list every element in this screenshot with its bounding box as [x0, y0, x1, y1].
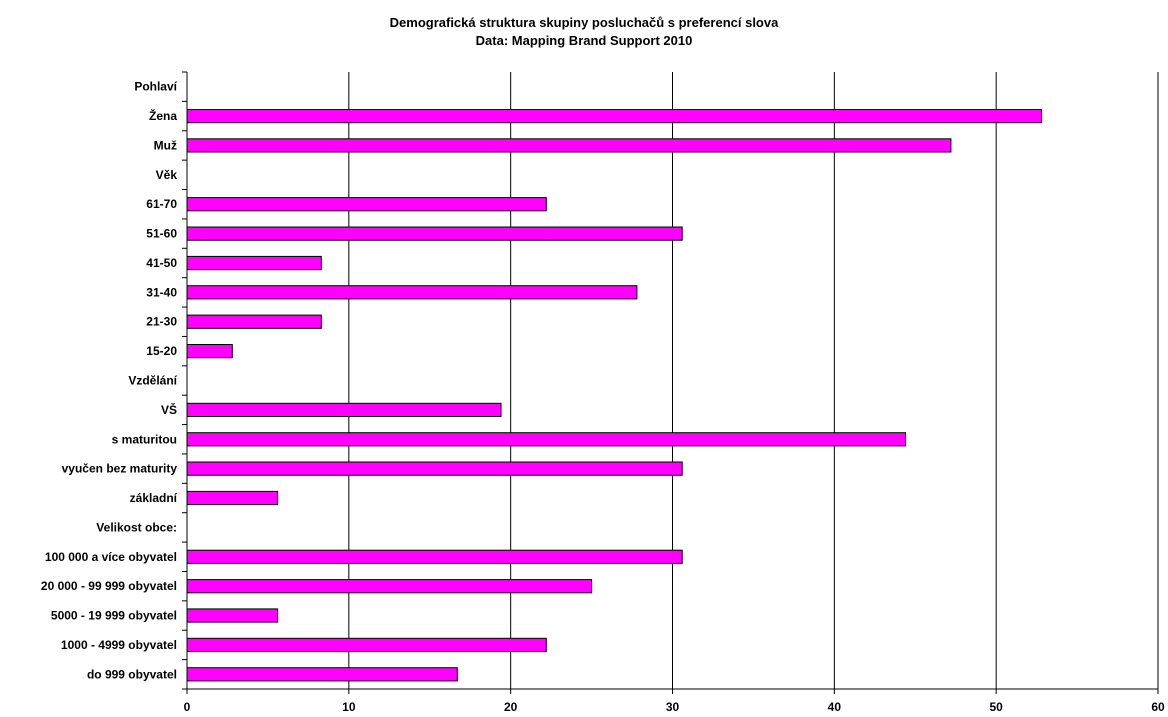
category-label: Velikost obce: [96, 520, 177, 534]
category-labels: Pohlaví Žena Muž Věk 61-70 51-60 41-50 31-40 21-… [41, 80, 178, 682]
category-label: 41-50 [146, 256, 177, 270]
category-label: 1000 - 4999 obyvatel [61, 638, 177, 652]
category-label: 5000 - 19 999 obyvatel [51, 609, 177, 623]
bar [186, 138, 952, 153]
category-label: Muž [154, 138, 177, 152]
x-tick-label: 10 [342, 700, 356, 714]
x-tick-label: 20 [504, 700, 518, 714]
bar [186, 549, 683, 564]
bar [186, 432, 906, 447]
bars [186, 109, 1042, 682]
category-label: 21-30 [146, 315, 177, 329]
chart-subtitle: Data: Mapping Brand Support 2010 [475, 33, 693, 48]
axes [182, 71, 1159, 694]
category-label: základní [130, 491, 178, 505]
bar [186, 314, 322, 329]
bar [186, 608, 279, 623]
category-label: s maturitou [112, 432, 177, 446]
bar [186, 285, 638, 300]
bar [186, 579, 593, 594]
bar [186, 461, 683, 476]
bar [186, 109, 1042, 124]
category-label: 15-20 [146, 344, 177, 358]
category-label: 100 000 a více obyvatel [45, 550, 177, 564]
category-label: VŠ [161, 402, 177, 417]
x-tick-label: 40 [828, 700, 842, 714]
gridlines [348, 72, 1159, 689]
x-tick-label: 50 [989, 700, 1003, 714]
bar [186, 226, 683, 241]
category-label: Vzdělání [128, 374, 177, 388]
category-label: 31-40 [146, 285, 177, 299]
bar [186, 344, 233, 359]
category-label: Věk [156, 168, 178, 182]
bar [186, 402, 502, 417]
bar [186, 255, 322, 271]
category-label: vyučen bez maturity [62, 462, 178, 476]
bar [186, 637, 547, 652]
chart-title: Demografická struktura skupiny posluchač… [389, 15, 779, 30]
category-label: Žena [149, 108, 177, 123]
category-label: 51-60 [146, 227, 177, 241]
category-label: 20 000 - 99 999 obyvatel [41, 579, 177, 593]
x-tick-label: 0 [184, 700, 191, 714]
category-label: Pohlaví [134, 80, 177, 94]
x-tick-label: 60 [1151, 700, 1165, 714]
x-tick-label: 30 [666, 700, 680, 714]
bar [186, 667, 458, 682]
bar [186, 490, 279, 506]
category-label: 61-70 [146, 197, 177, 211]
category-label: do 999 obyvatel [87, 667, 177, 681]
x-tick-labels: 0 10 20 30 40 50 60 [184, 700, 1165, 714]
bar [186, 197, 547, 212]
